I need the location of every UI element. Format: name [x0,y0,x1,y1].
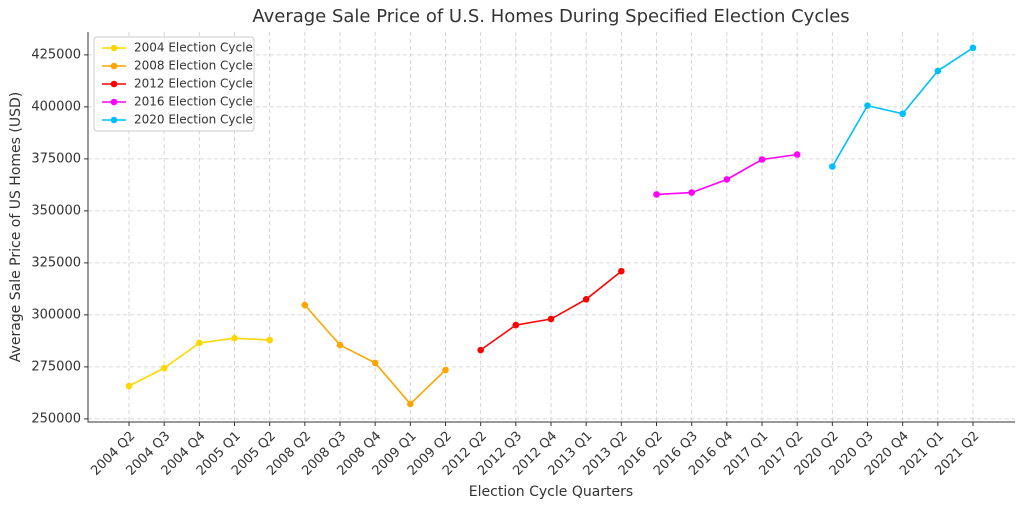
y-tick-label: 275000 [31,359,81,374]
point [407,400,414,408]
point [864,102,871,109]
point [969,44,977,52]
legend-label: 2012 Election Cycle [134,77,253,91]
point [477,346,484,354]
y-tick-label: 400000 [31,99,81,114]
y-axis-label: Average Sale Price of US Homes (USD) [8,92,24,362]
legend-box [93,36,255,132]
y-tick-label: 250000 [31,411,81,426]
point [336,341,344,349]
point [934,67,942,75]
point [899,110,906,118]
legend-label: 2020 Election Cycle [134,113,253,127]
y-tick-label: 375000 [31,151,81,166]
point [266,336,273,344]
y-tick-label: 300000 [31,307,81,322]
y-tick-label: 325000 [31,255,81,270]
point [160,364,168,372]
point [442,366,449,374]
point [793,151,801,158]
point [125,382,133,390]
point [547,315,555,323]
point [723,176,731,183]
legend-label: 2016 Election Cycle [134,95,253,109]
point [618,267,625,275]
legend-marker [110,116,118,124]
point [688,189,695,196]
legend-marker [110,80,118,88]
point [301,301,309,309]
axes [87,32,1015,423]
point [371,359,379,367]
point [653,191,660,198]
x-axis-label: Election Cycle Quarters [469,484,633,500]
y-tick-label: 425000 [31,47,81,62]
point [582,295,590,303]
point [196,339,203,347]
point [231,334,238,342]
legend-marker [110,98,118,106]
line [480,270,622,351]
point [829,163,836,170]
legend-marker [110,62,118,70]
point [758,156,766,163]
legend-label: 2004 Election Cycle [134,41,253,55]
legend-marker [110,44,118,52]
chart-title: Average Sale Price of U.S. Homes During … [252,6,849,27]
legend-label: 2008 Election Cycle [134,59,253,73]
point [512,321,520,329]
y-tick-label: 350000 [31,203,81,218]
